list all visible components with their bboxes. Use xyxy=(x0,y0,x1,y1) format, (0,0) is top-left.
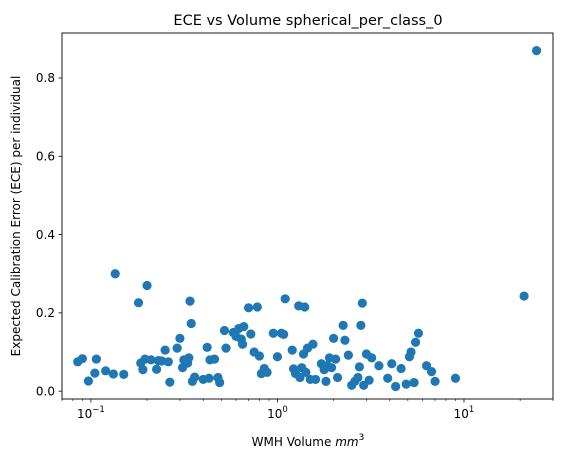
data-point xyxy=(252,302,262,312)
data-point xyxy=(254,351,264,361)
data-point xyxy=(374,361,384,371)
data-point xyxy=(133,298,144,308)
data-point xyxy=(387,359,397,369)
data-point xyxy=(239,321,249,332)
data-point xyxy=(326,363,337,373)
data-point xyxy=(142,280,152,291)
data-point xyxy=(308,339,318,349)
data-point xyxy=(321,376,331,386)
data-point xyxy=(172,343,182,353)
data-point xyxy=(287,345,297,355)
data-point xyxy=(243,303,254,313)
data-point xyxy=(409,377,419,388)
data-point xyxy=(152,364,162,374)
data-point xyxy=(160,345,170,355)
x-axis-label-exponent: 3 xyxy=(359,433,365,443)
data-point xyxy=(338,320,348,331)
data-point xyxy=(353,372,363,383)
y-axis-label: Expected Calibration Error (ECE) per ind… xyxy=(9,76,23,357)
x-axis-ticks: 10−1 100 101 xyxy=(61,399,554,421)
data-point xyxy=(383,373,393,383)
data-point xyxy=(165,377,175,387)
data-point xyxy=(426,367,437,377)
data-point xyxy=(237,339,248,349)
data-point xyxy=(367,353,377,363)
data-point xyxy=(209,354,220,364)
data-point xyxy=(190,372,200,382)
data-point xyxy=(280,294,290,304)
y-axis-ticks: 0.0 0.2 0.4 0.6 0.8 xyxy=(36,71,62,398)
data-point xyxy=(301,367,311,377)
data-point xyxy=(138,365,148,375)
data-point xyxy=(329,333,339,343)
x-axis-label-text: WMH Volume xyxy=(252,435,336,449)
y-tick-label: 0.6 xyxy=(36,150,55,164)
data-point xyxy=(531,46,542,56)
data-point xyxy=(204,373,214,383)
data-point xyxy=(413,328,424,338)
data-point xyxy=(396,363,406,374)
data-point xyxy=(268,328,278,338)
data-point xyxy=(101,366,111,376)
data-point xyxy=(310,374,321,385)
data-point xyxy=(357,298,367,308)
data-point xyxy=(83,376,94,386)
data-point xyxy=(110,269,120,279)
data-point xyxy=(90,368,100,378)
data-point xyxy=(519,291,529,301)
data-point xyxy=(119,369,129,379)
x-tick-label: 10−1 xyxy=(77,405,105,421)
data-point xyxy=(146,355,156,365)
data-point xyxy=(406,347,416,357)
y-tick-label: 0.8 xyxy=(36,71,55,85)
data-point xyxy=(354,362,364,372)
y-tick-label: 0.4 xyxy=(36,228,55,242)
data-point xyxy=(450,373,461,383)
data-point xyxy=(332,372,343,383)
x-tick-label: 101 xyxy=(454,405,475,421)
data-point xyxy=(246,329,256,339)
data-point xyxy=(272,352,283,362)
data-point xyxy=(186,318,196,329)
x-tick-label: 100 xyxy=(267,405,288,421)
data-point xyxy=(91,354,101,364)
data-point xyxy=(262,367,272,377)
y-tick-label: 0.0 xyxy=(36,384,55,398)
data-point xyxy=(430,376,440,386)
data-point xyxy=(184,353,194,363)
x-axis-label-unit: mm xyxy=(335,435,358,449)
data-point xyxy=(185,296,195,306)
data-point xyxy=(163,357,173,367)
data-point xyxy=(221,343,231,353)
points-layer xyxy=(73,46,542,392)
x-axis-label: WMH Volume mm3 xyxy=(252,433,365,449)
data-point xyxy=(364,375,374,385)
data-point xyxy=(331,354,341,364)
data-point xyxy=(391,381,401,392)
data-point xyxy=(215,377,225,388)
data-point xyxy=(202,342,212,352)
data-point xyxy=(410,337,421,347)
y-tick-label: 0.2 xyxy=(36,306,55,320)
chart-title: ECE vs Volume spherical_per_class_0 xyxy=(173,13,442,29)
data-point xyxy=(175,333,185,343)
data-point xyxy=(340,335,350,345)
data-point xyxy=(300,302,310,312)
data-point xyxy=(279,329,289,340)
data-point xyxy=(343,350,353,360)
data-point xyxy=(356,320,366,331)
data-point xyxy=(401,379,411,389)
plot-frame xyxy=(61,32,554,400)
data-point xyxy=(219,325,230,336)
data-point xyxy=(77,354,87,364)
data-point xyxy=(108,369,118,379)
